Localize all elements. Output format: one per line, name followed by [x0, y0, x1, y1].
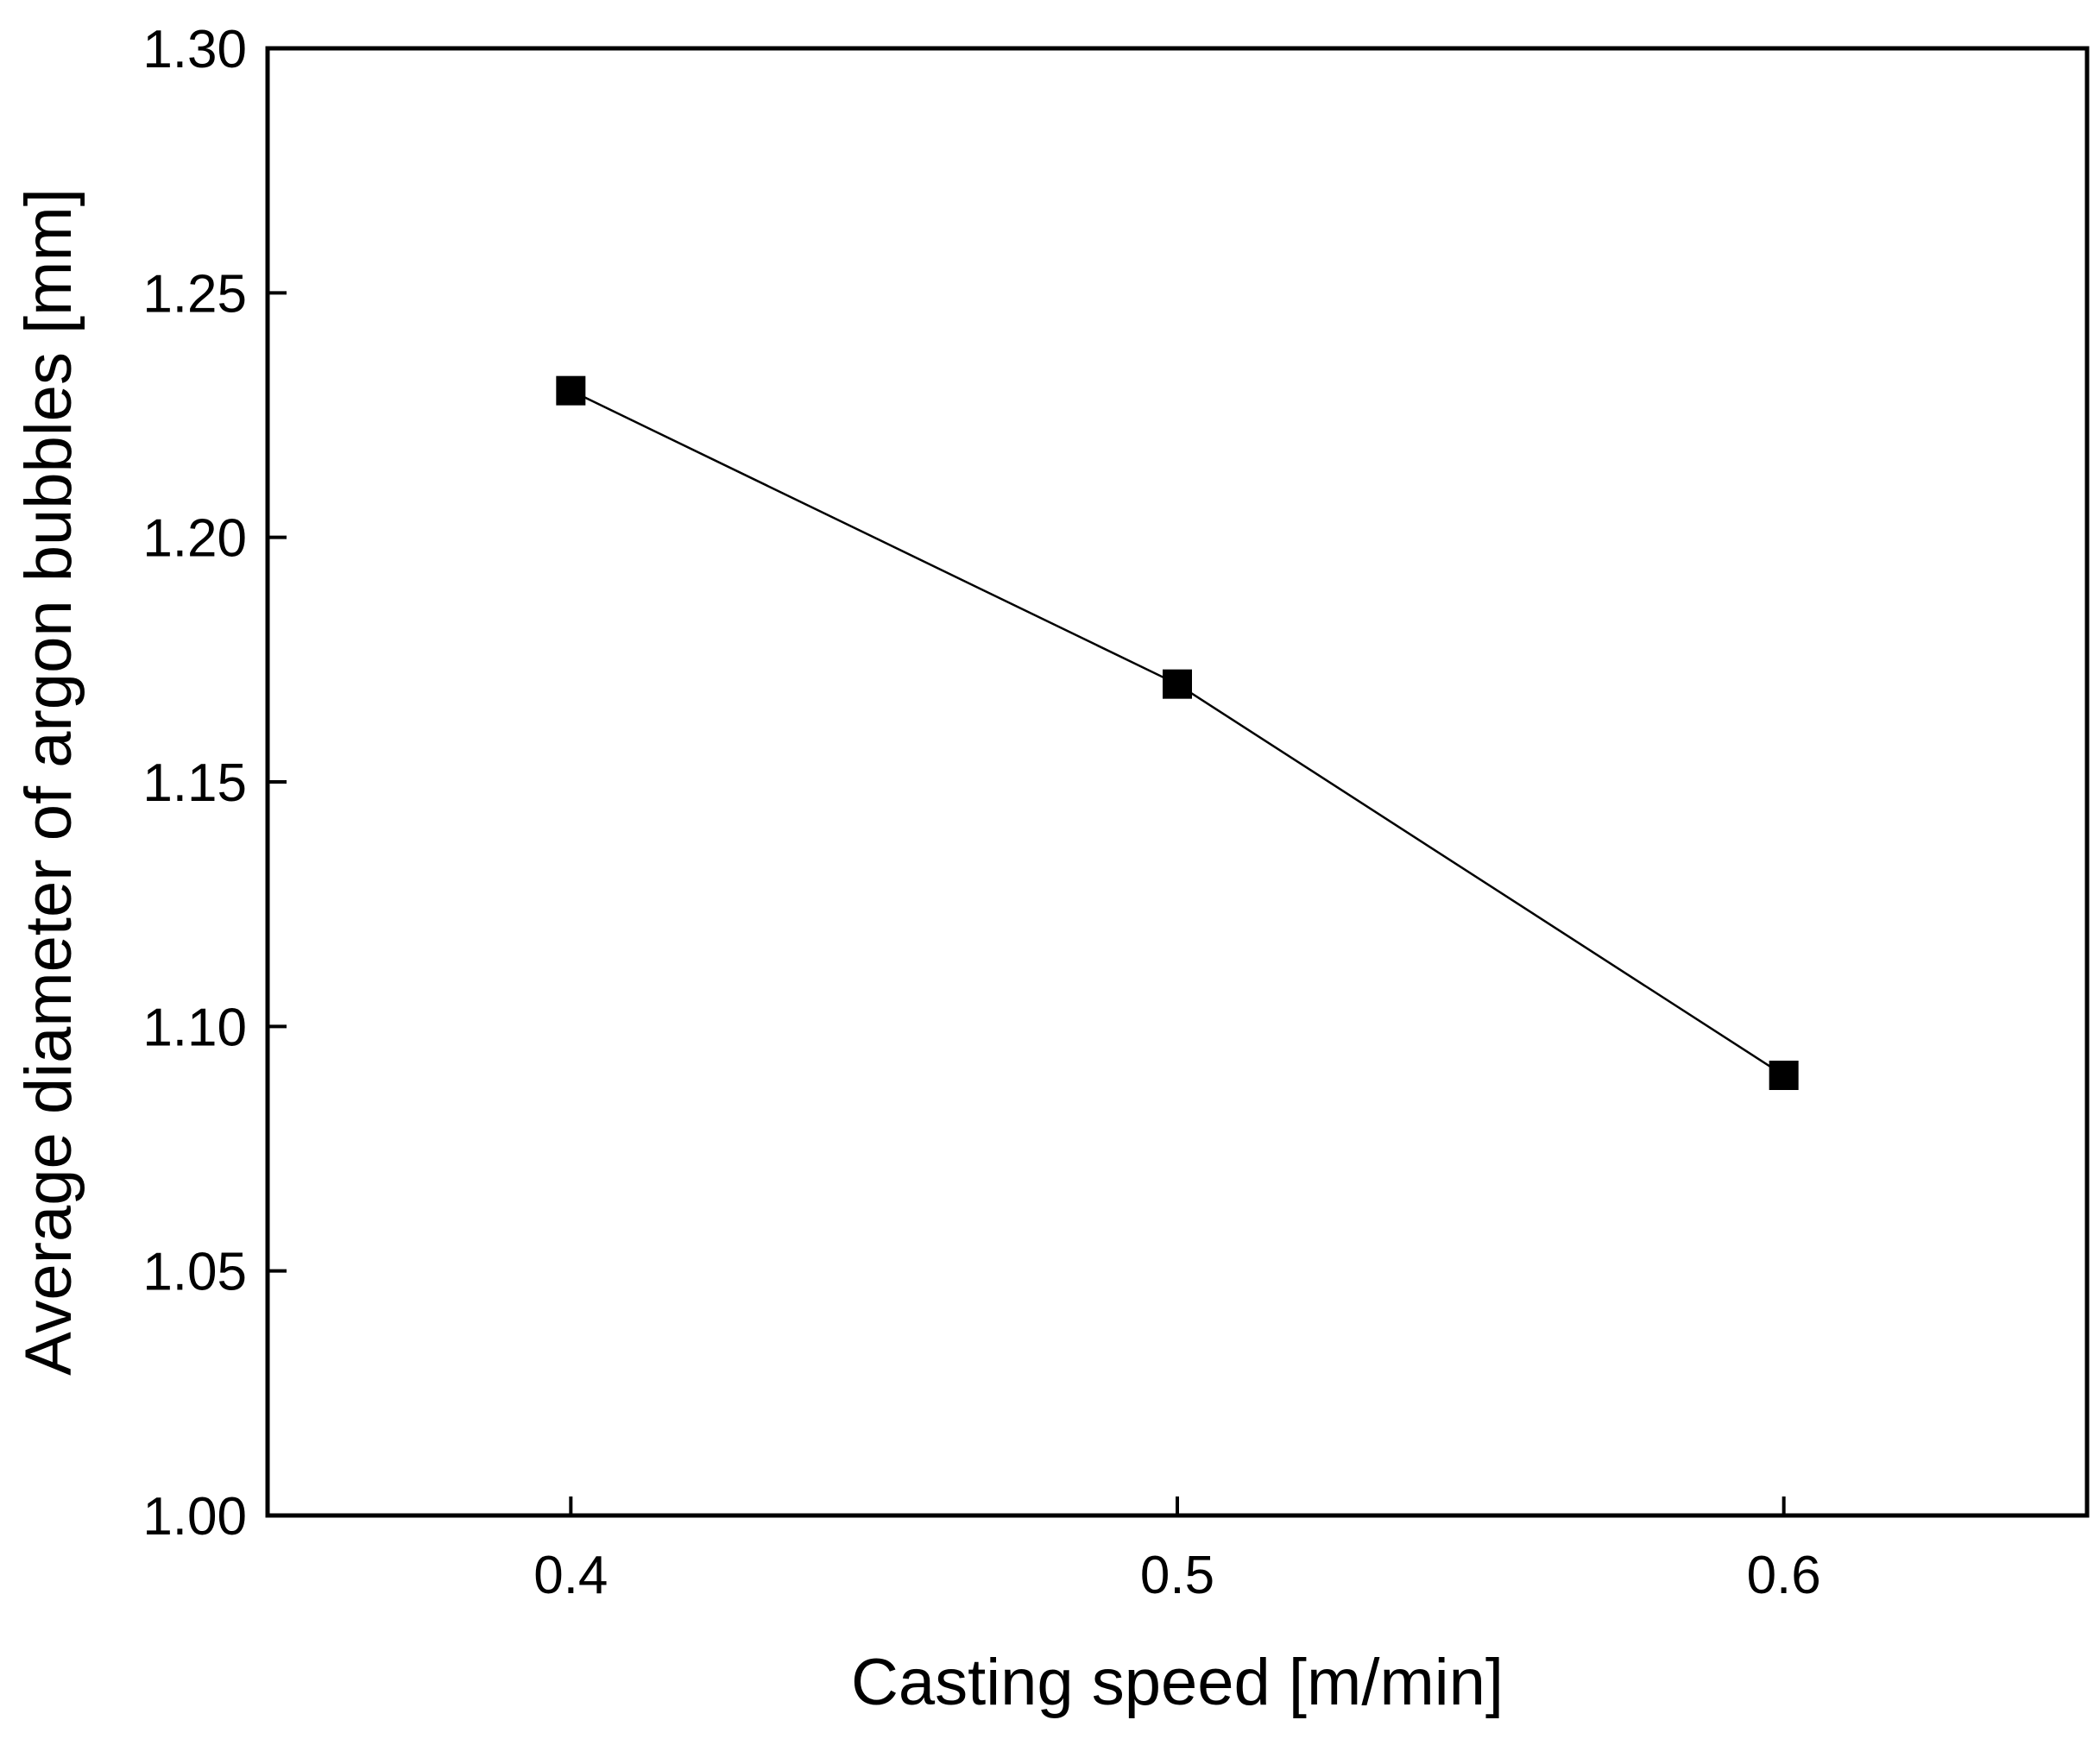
x-tick-label: 0.6 — [1747, 1546, 1821, 1605]
y-axis-title: Average diameter of argon bubbles [mm] — [12, 188, 85, 1376]
series-layer — [556, 375, 1799, 1090]
y-tick-label: 1.10 — [142, 998, 247, 1057]
y-tick-label: 1.20 — [142, 509, 247, 569]
y-tick-label: 1.30 — [142, 20, 247, 79]
plot-area-frame — [265, 46, 2090, 1518]
x-axis: 0.4 0.5 0.6 — [533, 1496, 1821, 1605]
y-tick-label: 1.05 — [142, 1243, 247, 1302]
y-tick-label: 1.25 — [142, 264, 247, 324]
x-tick-label: 0.4 — [533, 1546, 608, 1605]
y-axis: 1.00 1.05 1.10 1.15 1.20 1.25 1.30 — [142, 20, 287, 1547]
data-point — [556, 375, 586, 406]
data-point — [1163, 669, 1192, 699]
y-tick-label: 1.00 — [142, 1487, 247, 1547]
x-tick-label: 0.5 — [1140, 1546, 1214, 1605]
series-line — [570, 389, 1785, 1077]
x-axis-title: Casting speed [m/min] — [851, 1646, 1504, 1719]
y-tick-label: 1.15 — [142, 753, 247, 813]
data-point — [1769, 1061, 1799, 1090]
